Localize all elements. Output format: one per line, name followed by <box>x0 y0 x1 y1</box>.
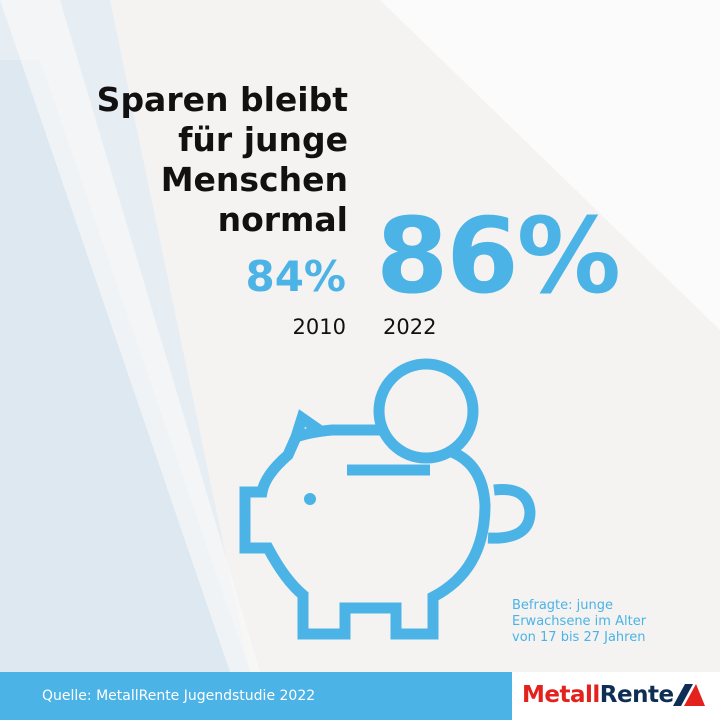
note-line: Erwachsene im Alter <box>512 614 647 629</box>
headline-line: für junge <box>178 120 348 159</box>
logo-area: MetallRente <box>512 672 720 720</box>
stat-2010-year: 2010 <box>292 315 346 339</box>
headline-line: Menschen <box>160 160 348 199</box>
logo-text-red: Metall <box>522 682 600 708</box>
source-footer: Quelle: MetallRente Jugendstudie 2022 <box>0 672 512 720</box>
logo-mark-icon <box>673 684 705 706</box>
headline: Sparen bleibt für junge Menschen normal <box>97 80 348 240</box>
metallrente-logo: MetallRente <box>522 682 674 708</box>
headline-line: normal <box>217 200 348 239</box>
note-line: Befragte: junge <box>512 598 614 613</box>
stat-2022-year: 2022 <box>383 315 437 339</box>
stat-2010-value: 84% <box>245 252 346 301</box>
survey-note: Befragte: junge Erwachsene im Alter von … <box>512 598 646 646</box>
stat-2022-value: 86% <box>376 195 621 317</box>
logo-text-navy: Rente <box>599 682 674 708</box>
note-line: von 17 bis 27 Jahren <box>512 630 646 645</box>
headline-line: Sparen bleibt <box>96 80 348 119</box>
